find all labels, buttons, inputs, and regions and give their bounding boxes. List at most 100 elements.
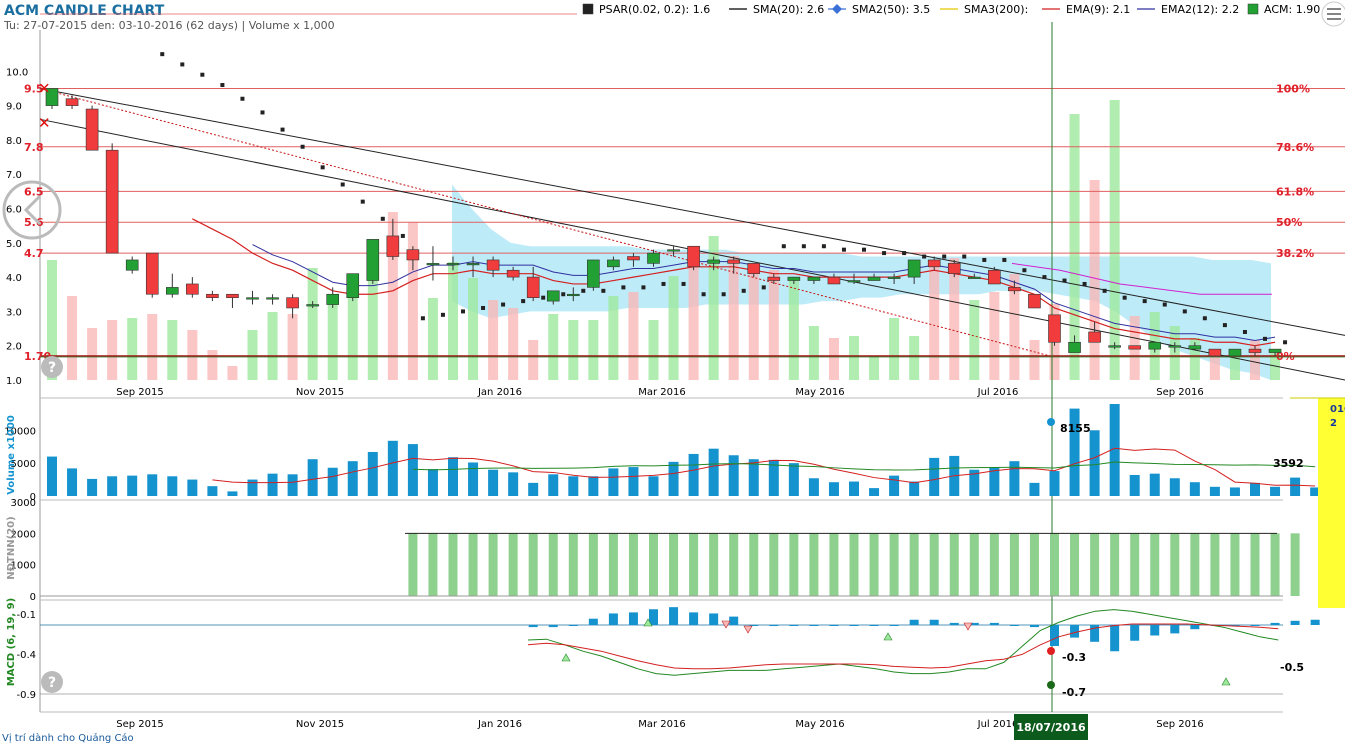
fib-label-3: 50% [1276,216,1302,229]
x-tick-label-top: Mar 2016 [638,387,686,398]
psar-dot [801,244,806,249]
nn-bar [428,533,438,596]
nn-bar [1230,533,1240,596]
volume-bar [1250,482,1260,496]
legend-swatch [1247,3,1259,15]
psar-dot [420,316,425,321]
volume-last-value: 3592 [1273,457,1304,470]
price-tick-label: 2.0 [6,342,22,353]
volume-bar [568,476,579,496]
right-info-text-1: 016 [1330,404,1345,415]
macd-hist-bar [789,625,799,626]
macd-hist-bar [909,619,919,625]
volume-bar [869,488,880,496]
nn-bar [468,533,478,596]
volume-bar [468,462,479,496]
candle-body [947,263,961,274]
nn-bar [408,533,418,596]
volume-bar [1069,408,1080,496]
nn-bar [969,533,979,596]
volume-crosshair-dot [1047,418,1055,426]
signal-x-marker: ✕ [38,79,51,97]
fib-label-2: 61.8% [1276,185,1314,198]
x-tick-label-top: Jan 2016 [477,387,522,398]
volume-bar [1149,473,1160,496]
candle-body [546,290,560,302]
candle-body [346,273,360,298]
candle-body [1068,341,1081,353]
scroll-left-icon[interactable] [2,180,62,240]
price-volume-shadow [147,314,158,380]
nn-bar [789,533,799,596]
help-icon[interactable] [41,671,63,693]
crosshair-date-label: 18/07/2016 [1016,721,1086,734]
macd-hist-bar [969,622,979,625]
nn-tick-label: 2000 [11,529,36,540]
psar-dot [761,285,766,290]
price-volume-shadow [989,292,1000,380]
price-volume-shadow [929,264,940,380]
price-volume-shadow [828,338,839,380]
price-volume-shadow [207,350,218,380]
macd-hist-bar [1290,620,1300,625]
candle-body [226,293,239,298]
macd-hist-bar [769,625,779,627]
macd-hist-bar [989,622,999,625]
footer-ad-link[interactable]: Vị trí dành cho Quảng Cáo [2,732,134,744]
psar-dot [1182,309,1187,314]
price-volume-shadow [808,326,819,380]
candle-body [1008,287,1021,292]
psar-dot [882,251,887,256]
volume-bar [1009,461,1020,496]
candle-body [727,259,741,264]
macd-hist-bar [1230,625,1240,626]
candle-body [787,276,801,281]
volume-bar [989,467,1000,496]
psar-dot [1002,257,1007,262]
fib-left-label-2: 6.5 [24,185,44,198]
psar-dot [300,144,305,149]
psar-dot [1222,323,1227,328]
psar-dot [1082,281,1087,286]
macd-tick-label: -0.9 [16,690,36,701]
psar-dot [681,281,686,286]
price-volume-shadow [1069,114,1080,380]
psar-dot [1142,299,1147,304]
x-tick-label-top: Nov 2015 [296,387,344,398]
candle-body [45,88,59,106]
nn-bar [1170,533,1180,596]
candle-body [967,276,981,279]
volume-ma-long [412,461,1316,471]
psar-dot [400,233,405,238]
macd-hist-bar [749,625,759,626]
nn-bar [1029,533,1039,596]
macd-hist-bar [568,625,578,626]
x-tick-label-top: Sep 2016 [1156,387,1203,398]
help-icon[interactable] [41,356,63,378]
right-info-text-2: 2 [1330,418,1337,429]
volume-bar [187,479,198,496]
psar-dot [982,257,987,262]
psar-dot [521,299,526,304]
fib-label-5: 0% [1276,350,1295,363]
x-tick-label-bottom: Sep 2015 [116,719,163,730]
volume-bar [608,468,619,496]
candle-body [125,259,139,271]
price-volume-shadow [1189,338,1200,380]
macd-hist-bar [1029,625,1039,628]
psar-dot [380,216,385,221]
psar-dot [481,305,486,310]
x-tick-label-top: Jul 2016 [977,387,1019,398]
nn-bar [548,533,558,596]
help-icon-glyph: ? [48,360,56,376]
psar-dot [320,165,325,170]
candle-body [647,252,660,264]
volume-bar [127,475,138,496]
macd-hist-bar [528,625,538,628]
volume-bar [1189,482,1200,496]
nn-bar [1270,533,1280,596]
psar-dot [1062,278,1067,283]
price-volume-shadow [909,336,920,380]
price-volume-shadow [748,268,759,380]
